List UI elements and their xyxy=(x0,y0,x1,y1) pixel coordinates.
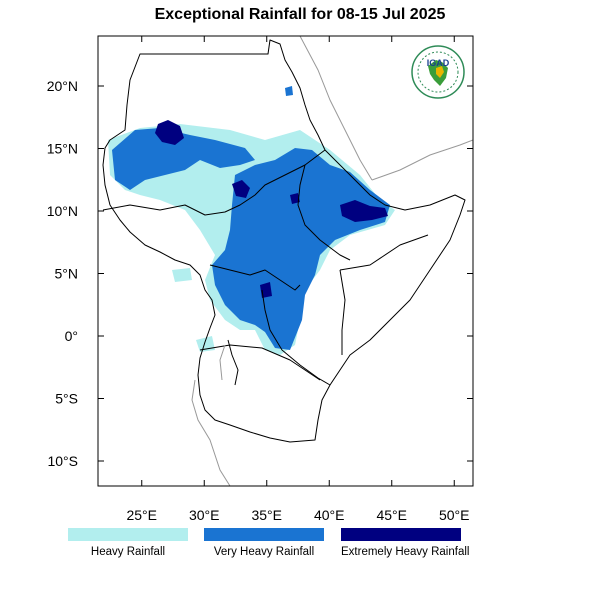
lon-tick-label: 35°E xyxy=(251,507,282,523)
lon-tick-label: 45°E xyxy=(376,507,407,523)
internal-border-sudan-south xyxy=(102,149,326,216)
legend-item-heavy: Heavy Rainfall xyxy=(68,528,188,558)
lon-tick-label: 50°E xyxy=(439,507,470,523)
internal-border-tanzania xyxy=(199,344,321,381)
lat-tick-label: 10°S xyxy=(47,453,78,469)
legend-label-extremely-heavy: Extremely Heavy Rainfall xyxy=(341,546,470,558)
extremely-heavy-rainfall-areas xyxy=(155,120,388,298)
internal-border-uganda-kenya xyxy=(261,289,331,386)
axis-ticks: 25°E 30°E 35°E 40°E 45°E 50°E 20°N 15°N 10°N 5°N 0… xyxy=(47,36,473,523)
internal-border-south-sudan xyxy=(209,264,301,291)
lat-tick-label: 20°N xyxy=(47,78,78,94)
lat-tick-label: 15°N xyxy=(47,141,78,157)
internal-border-ethiopia-west xyxy=(297,164,351,261)
neighbour-coastlines xyxy=(191,36,473,486)
country-boundaries xyxy=(102,39,466,443)
legend-item-very-heavy: Very Heavy Rainfall xyxy=(204,528,324,558)
lat-tick-label: 10°N xyxy=(47,203,78,219)
legend-item-extremely-heavy: Extremely Heavy Rainfall xyxy=(341,528,469,558)
lat-tick-label: 5°S xyxy=(55,391,78,407)
map-frame xyxy=(97,35,474,487)
internal-border-ethiopia-somalia xyxy=(339,234,429,271)
internal-border-kenya-somalia xyxy=(339,269,346,355)
internal-border-lake xyxy=(227,339,239,386)
logo-text: IGAD xyxy=(427,58,450,68)
legend-label-heavy: Heavy Rainfall xyxy=(90,546,166,558)
igad-logo-icon: IGAD xyxy=(411,45,465,99)
lat-tick-label: 5°N xyxy=(55,266,79,282)
legend: Heavy Rainfall Very Heavy Rainfall Extre… xyxy=(0,528,600,568)
very-heavy-rainfall-areas xyxy=(112,86,390,350)
lon-tick-label: 40°E xyxy=(314,507,345,523)
lon-tick-label: 25°E xyxy=(126,507,157,523)
legend-swatch-heavy xyxy=(68,528,188,541)
legend-label-very-heavy: Very Heavy Rainfall xyxy=(213,546,315,558)
legend-swatch-very-heavy xyxy=(204,528,324,541)
legend-swatch-extremely-heavy xyxy=(341,528,461,541)
lon-tick-label: 30°E xyxy=(189,507,220,523)
lat-tick-label: 0° xyxy=(65,328,78,344)
igad-logo: IGAD xyxy=(410,44,466,100)
map-title: Exceptional Rainfall for 08-15 Jul 2025 xyxy=(154,6,446,23)
